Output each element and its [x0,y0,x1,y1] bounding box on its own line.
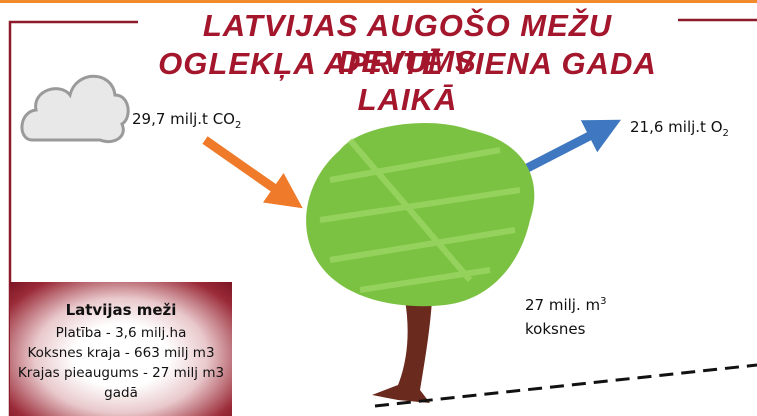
infographic: LATVIJAS AUGOŠO MEŽU DEVUMS OGLEKĻA APRI… [0,0,757,416]
wood-line2: koksnes [525,320,585,338]
info-line: Krajas pieaugums - 27 milj m3 gadā [10,363,232,403]
info-box: Latvijas meži Platība - 3,6 milj.ha Koks… [10,282,232,416]
ground-line [375,365,757,406]
co2-sub: 2 [235,120,241,131]
info-line: Koksnes kraja - 663 milj m3 [10,343,232,363]
o2-label: 21,6 milj.t O2 [630,118,729,139]
title-line: OGLEKĻA APRITĒ VIENA GADA LAIKĀ [140,46,675,118]
wood-sup: 3 [600,296,606,307]
wood-label: 27 milj. m3 koksnes [525,290,607,341]
co2-label: 29,7 milj.t CO2 [132,110,241,131]
co2-text: 29,7 milj.t CO [132,110,235,128]
trunk [372,300,432,403]
wood-text: 27 milj. m [525,296,600,314]
o2-text: 21,6 milj.t O [630,118,723,136]
co2-arrow [205,140,288,198]
cloud [22,76,128,141]
top-strip [0,0,757,3]
info-title: Latvijas meži [10,300,232,320]
o2-sub: 2 [723,128,729,139]
info-line: Platība - 3,6 milj.ha [10,323,232,343]
